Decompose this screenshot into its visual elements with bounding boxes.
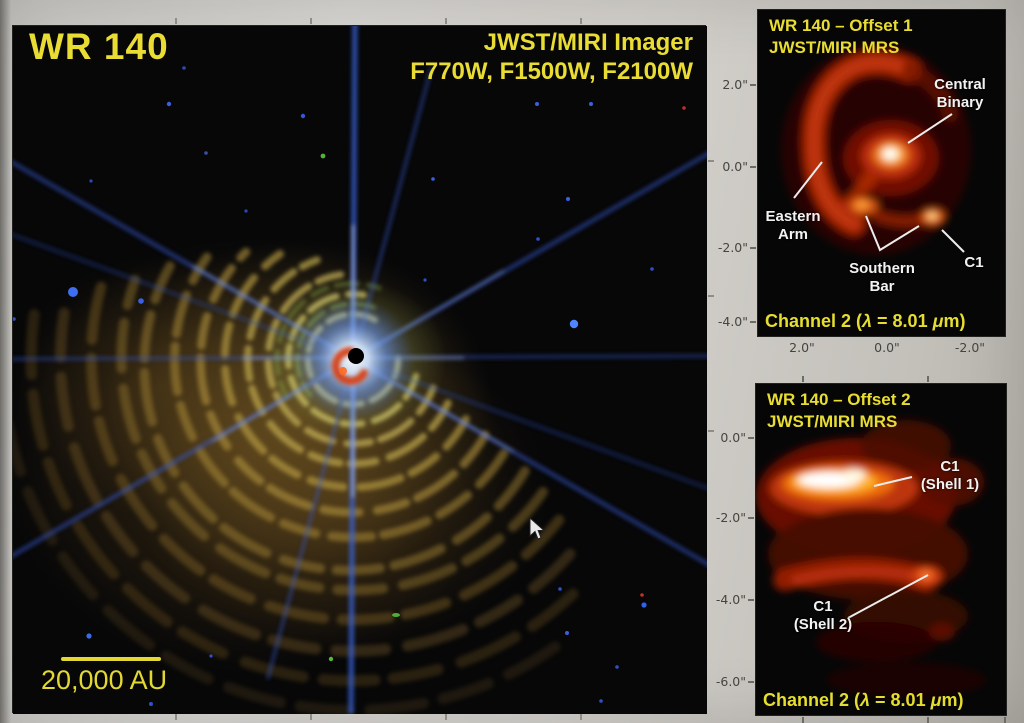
offset1-xtick: -2.0" <box>954 340 986 355</box>
channel-text: m) <box>941 690 964 710</box>
annotation-c1-shell2: C1 (Shell 2) <box>793 598 853 633</box>
annotation-c1-shell1: C1 (Shell 1) <box>920 458 980 493</box>
offset2-nebula <box>756 420 986 698</box>
channel-text: Channel 2 ( <box>765 311 863 331</box>
axis-tick <box>748 517 754 519</box>
axis-tick <box>750 84 756 86</box>
annotation-leader-lines <box>847 476 929 619</box>
annotation-central-binary: Central Binary <box>934 76 986 111</box>
offset1-ytick: 0.0" <box>722 159 748 174</box>
offset1-nebula <box>781 45 971 255</box>
offset2-ytick: 0.0" <box>720 430 746 445</box>
central-star-core <box>258 279 448 439</box>
lambda-symbol: λ <box>862 311 873 331</box>
axis-tick <box>748 681 754 683</box>
offset1-channel-label: Channel 2 (λ = 8.01 μm) <box>765 311 965 332</box>
offset1-xtick: 2.0" <box>789 340 815 355</box>
axis-tick <box>445 714 447 720</box>
instrument-line: JWST/MIRI Imager <box>483 29 693 56</box>
axis-tick <box>580 714 582 720</box>
offset1-subtitle: JWST/MIRI MRS <box>769 38 900 58</box>
wr140-nebula-image <box>13 26 707 714</box>
axis-tick <box>175 18 177 24</box>
offset1-title-block: WR 140 – Offset 1 JWST/MIRI MRS <box>769 15 913 59</box>
offset1-mrs-image <box>781 45 971 255</box>
offset1-ytick: -4.0" <box>717 314 748 329</box>
axis-tick <box>580 18 582 24</box>
lambda-symbol: λ <box>860 690 871 710</box>
scale-bar <box>61 657 161 661</box>
axis-tick <box>750 247 756 249</box>
offset2-title-block: WR 140 – Offset 2 JWST/MIRI MRS <box>767 389 911 433</box>
main-image-panel: WR 140 JWST/MIRI Imager F770W, F1500W, F… <box>12 25 707 714</box>
axis-tick <box>802 717 804 723</box>
axis-tick <box>748 437 754 439</box>
axis-tick <box>1004 717 1006 723</box>
annotation-leader-lines <box>793 113 965 253</box>
channel-text: m) <box>943 311 966 331</box>
axis-tick <box>708 160 714 162</box>
offset1-title: WR 140 – Offset 1 <box>769 16 913 35</box>
channel-text: = 8.01 <box>872 311 933 331</box>
channel-text: = 8.01 <box>870 690 931 710</box>
offset1-panel: WR 140 – Offset 1 JWST/MIRI MRS Central … <box>757 9 1006 337</box>
channel-text: Channel 2 ( <box>763 690 861 710</box>
offset2-mrs-image <box>756 420 986 698</box>
mouse-cursor <box>529 517 546 540</box>
annotation-eastern-arm: Eastern Arm <box>765 208 821 243</box>
axis-tick <box>750 321 756 323</box>
offset2-ytick: -2.0" <box>715 510 746 525</box>
offset1-ytick: 2.0" <box>722 77 748 92</box>
axis-tick <box>748 599 754 601</box>
offset2-channel-label: Channel 2 (λ = 8.01 μm) <box>763 690 963 711</box>
field-stars <box>13 66 686 706</box>
scale-bar-label: 20,000 AU <box>41 665 168 695</box>
photo-vignette <box>0 0 11 723</box>
offset2-ytick: -6.0" <box>715 674 746 689</box>
axis-tick <box>708 430 714 432</box>
axis-tick <box>175 714 177 720</box>
annotation-c1: C1 <box>964 254 984 271</box>
offset2-panel: WR 140 – Offset 2 JWST/MIRI MRS C1 (Shel… <box>755 383 1007 716</box>
offset2-ytick: -4.0" <box>715 592 746 607</box>
main-title: WR 140 <box>29 26 169 67</box>
offset1-ytick: -2.0" <box>717 240 748 255</box>
offset2-subtitle: JWST/MIRI MRS <box>767 412 898 432</box>
offset2-title: WR 140 – Offset 2 <box>767 390 911 409</box>
axis-tick <box>750 166 756 168</box>
offset1-xtick: 0.0" <box>874 340 900 355</box>
axis-tick <box>445 18 447 24</box>
filters-line: F770W, F1500W, F2100W <box>410 58 693 86</box>
mu-symbol: μ <box>932 311 944 331</box>
axis-tick <box>802 376 804 382</box>
mu-symbol: μ <box>930 690 942 710</box>
axis-tick <box>927 376 929 382</box>
annotation-southern-bar: Southern Bar <box>849 260 915 295</box>
axis-tick <box>310 714 312 720</box>
instrument-caption: JWST/MIRI Imager F770W, F1500W, F2100W <box>410 28 693 87</box>
axis-tick <box>927 717 929 723</box>
axis-tick <box>708 295 714 297</box>
axis-tick <box>310 18 312 24</box>
